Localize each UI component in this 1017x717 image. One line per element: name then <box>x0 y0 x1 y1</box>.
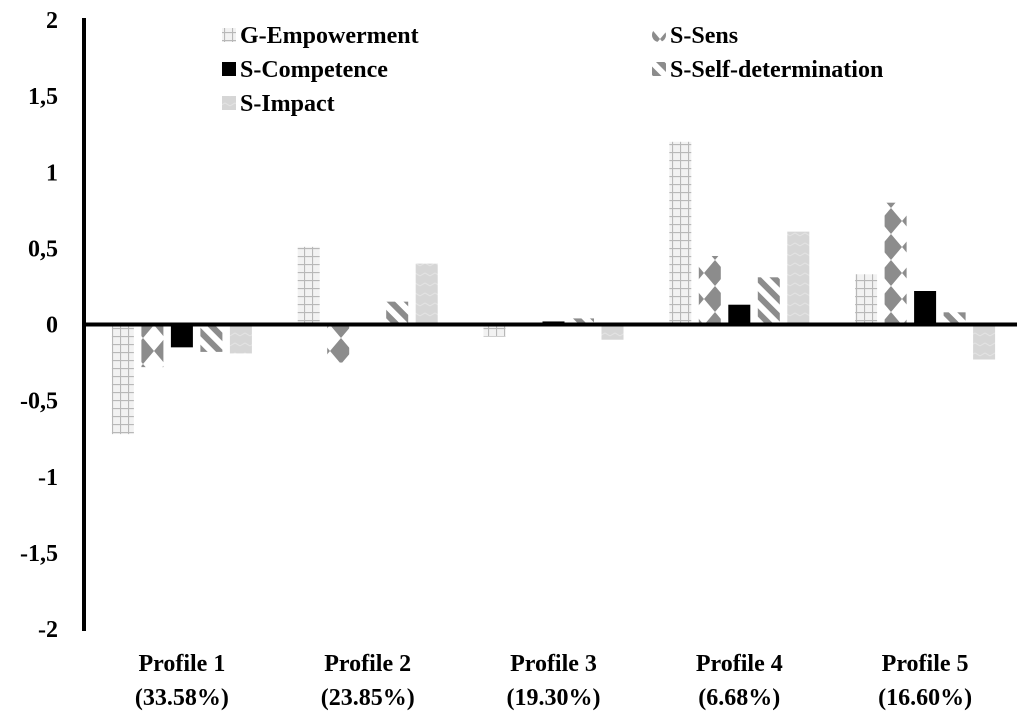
legend-swatch <box>652 28 666 42</box>
x-category-labels: Profile 1 (33.58%) Profile 2 (23.85%) Profil… <box>135 651 972 711</box>
bar-s-self-determination-profile-2 <box>386 301 409 325</box>
y-tick-label: -1,5 <box>20 541 58 567</box>
bar-s-impact-profile-4 <box>787 231 810 325</box>
y-tick-label: -1 <box>38 465 58 491</box>
bar-s-sens-profile-1 <box>141 324 164 368</box>
bar-g-empowerment-profile-1 <box>111 324 134 435</box>
axes-group <box>82 18 1017 631</box>
y-tick-label: 0,5 <box>28 236 58 262</box>
legend-label: G-Empowerment <box>240 23 419 49</box>
legend-item-s-self-determination: S-Self-determination <box>652 57 883 83</box>
bar-s-self-determination-profile-1 <box>200 324 223 352</box>
x-category-label: (6.68%) <box>698 685 780 711</box>
bar-g-empowerment-profile-4 <box>669 141 692 325</box>
y-tick-labels: 2 1,5 1 0,5 0 -0,5 -1 -1,5 -2 <box>20 8 58 643</box>
legend-swatch <box>222 28 236 42</box>
bars-group <box>111 141 996 435</box>
y-tick-label: -2 <box>38 617 58 643</box>
x-category-label: Profile 1 <box>138 651 225 677</box>
x-category-label: (16.60%) <box>878 685 972 711</box>
bar-s-self-determination-profile-5 <box>943 312 966 325</box>
x-category-label: Profile 5 <box>882 651 969 677</box>
y-tick-label: 2 <box>46 8 58 34</box>
legend-item-s-sens: S-Sens <box>652 23 738 49</box>
bar-s-impact-profile-5 <box>973 324 996 360</box>
bar-s-competence-profile-1 <box>170 324 193 348</box>
legend-item-s-competence: S-Competence <box>222 57 388 83</box>
bar-s-sens-profile-4 <box>698 255 721 325</box>
bar-s-self-determination-profile-4 <box>757 277 780 325</box>
x-category-label: Profile 4 <box>696 651 783 677</box>
x-category-label: (19.30%) <box>507 685 601 711</box>
bar-g-empowerment-profile-5 <box>855 274 878 325</box>
y-tick-label: 0 <box>46 313 58 339</box>
bar-s-competence-profile-5 <box>914 291 937 325</box>
x-category-label: (33.58%) <box>135 685 229 711</box>
x-category-label: Profile 3 <box>510 651 597 677</box>
y-tick-label: 1,5 <box>28 84 58 110</box>
legend-label: S-Self-determination <box>670 57 883 83</box>
legend-swatch <box>222 62 236 76</box>
legend-label: S-Sens <box>670 23 738 49</box>
bar-s-impact-profile-2 <box>415 263 438 325</box>
bar-s-sens-profile-2 <box>327 324 350 363</box>
legend-label: S-Competence <box>240 57 388 83</box>
x-category-label: Profile 2 <box>324 651 411 677</box>
legend-label: S-Impact <box>240 91 335 117</box>
bar-s-competence-profile-4 <box>728 304 751 325</box>
y-tick-label: -0,5 <box>20 389 58 415</box>
bar-g-empowerment-profile-3 <box>483 324 506 337</box>
bar-g-empowerment-profile-2 <box>297 246 320 325</box>
bar-s-sens-profile-5 <box>884 202 907 325</box>
y-tick-label: 1 <box>46 160 58 186</box>
legend: G-Empowerment S-Sens S-Competence S-Self-de… <box>222 23 883 117</box>
legend-swatch <box>222 96 236 110</box>
x-category-label: (23.85%) <box>321 685 415 711</box>
legend-swatch <box>652 62 666 76</box>
legend-item-s-impact: S-Impact <box>222 91 335 117</box>
bar-s-impact-profile-1 <box>229 324 252 354</box>
bar-s-impact-profile-3 <box>601 324 624 340</box>
bar-s-self-determination-profile-3 <box>572 318 594 325</box>
legend-item-g-empowerment: G-Empowerment <box>222 23 419 49</box>
